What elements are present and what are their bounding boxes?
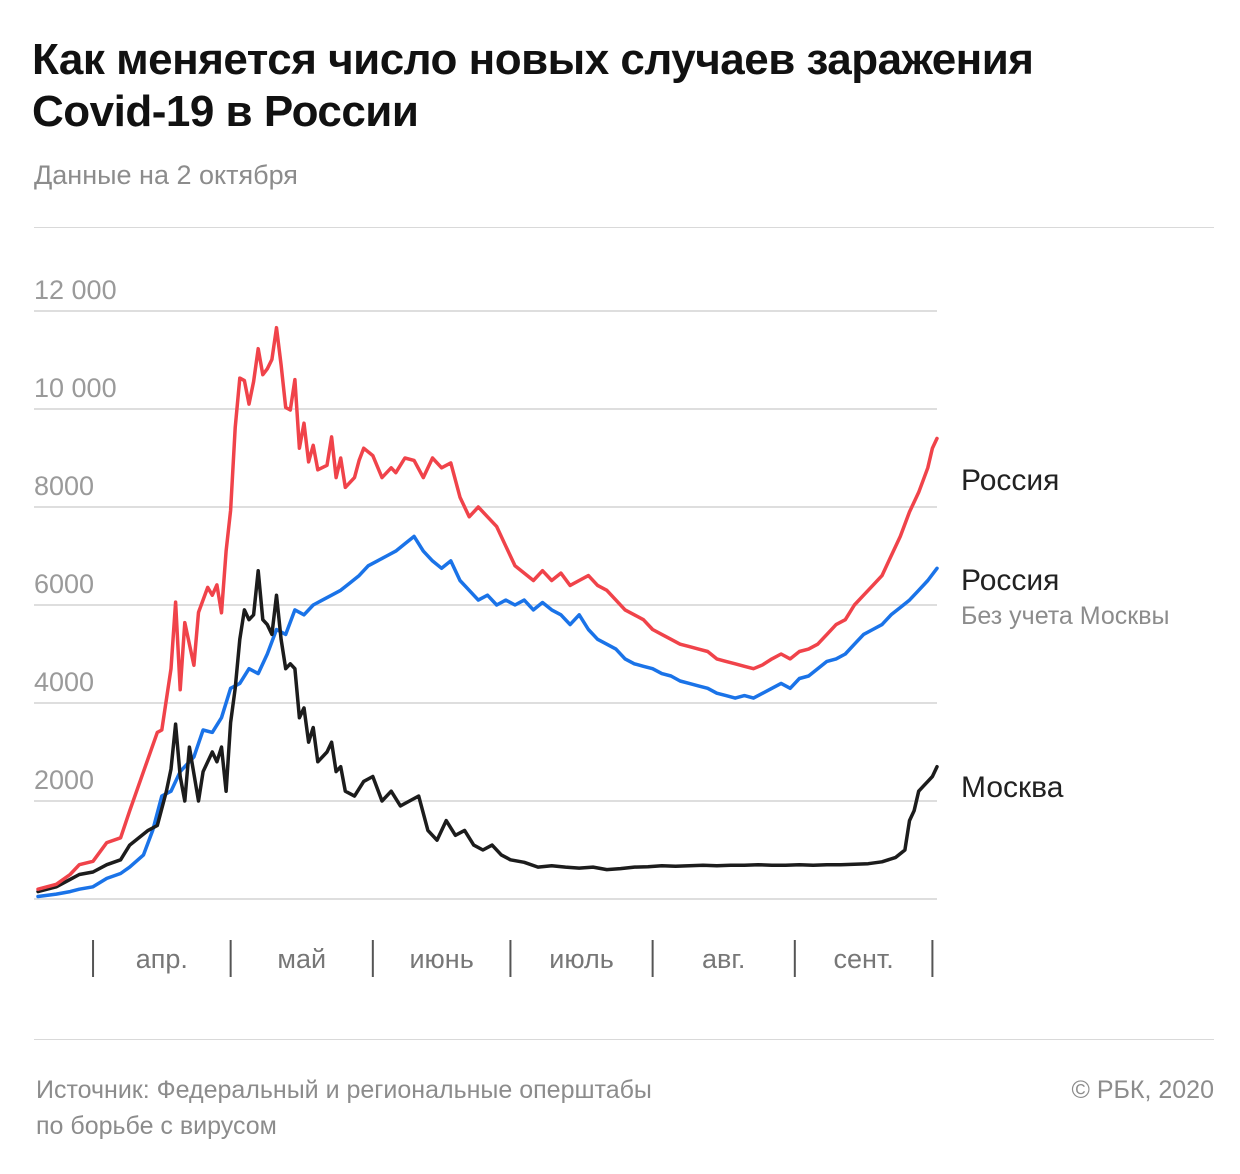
series-line-moscow — [36, 568, 939, 894]
y-axis-labels: 12 000 10 000 8000 6000 4000 2000 — [34, 275, 117, 795]
chart-subtitle: Данные на 2 октября — [34, 160, 298, 190]
label-russia-excl-moscow: Россия — [961, 564, 1059, 597]
y-tick-label: 12 000 — [34, 275, 117, 305]
bottom-divider — [34, 1039, 1214, 1040]
copyright: © РБК, 2020 — [1071, 1076, 1214, 1104]
title-line-2: Covid-19 в России — [32, 87, 419, 136]
source-line-1: Источник: Федеральный и региональные опе… — [36, 1076, 652, 1104]
grid-lines — [34, 310, 937, 900]
series-line-russia-excl-moscow — [36, 534, 939, 899]
month-label: май — [277, 944, 326, 974]
top-divider — [34, 227, 1214, 228]
month-label: апр. — [136, 944, 188, 974]
label-moscow: Москва — [961, 771, 1064, 804]
source-note: Источник: Федеральный и региональные опе… — [36, 1072, 796, 1144]
series-labels: Россия Россия Без учета Москвы Москва — [961, 464, 1169, 804]
series-line-russia — [36, 325, 939, 891]
x-axis: апр. май июнь июль авг. сент. — [92, 940, 934, 977]
label-russia: Россия — [961, 464, 1059, 497]
y-tick-label: 6000 — [34, 569, 94, 599]
label-russia-excl-moscow-sub: Без учета Москвы — [961, 602, 1169, 630]
title-line-1: Как меняется число новых случаев заражен… — [32, 35, 1034, 84]
month-label: июнь — [409, 944, 473, 974]
month-label: сент. — [833, 944, 893, 974]
y-tick-label: 10 000 — [34, 373, 117, 403]
y-tick-label: 4000 — [34, 667, 94, 697]
y-tick-label: 2000 — [34, 765, 94, 795]
month-label: авг. — [702, 944, 745, 974]
y-tick-label: 8000 — [34, 471, 94, 501]
chart-title: Как меняется число новых случаев заражен… — [32, 34, 1212, 138]
month-label: июль — [549, 944, 614, 974]
series-lines — [36, 325, 939, 899]
line-chart: 12 000 10 000 8000 6000 4000 2000 апр. май июнь… — [34, 275, 1169, 977]
source-line-2: по борьбе с вирусом — [36, 1112, 277, 1140]
